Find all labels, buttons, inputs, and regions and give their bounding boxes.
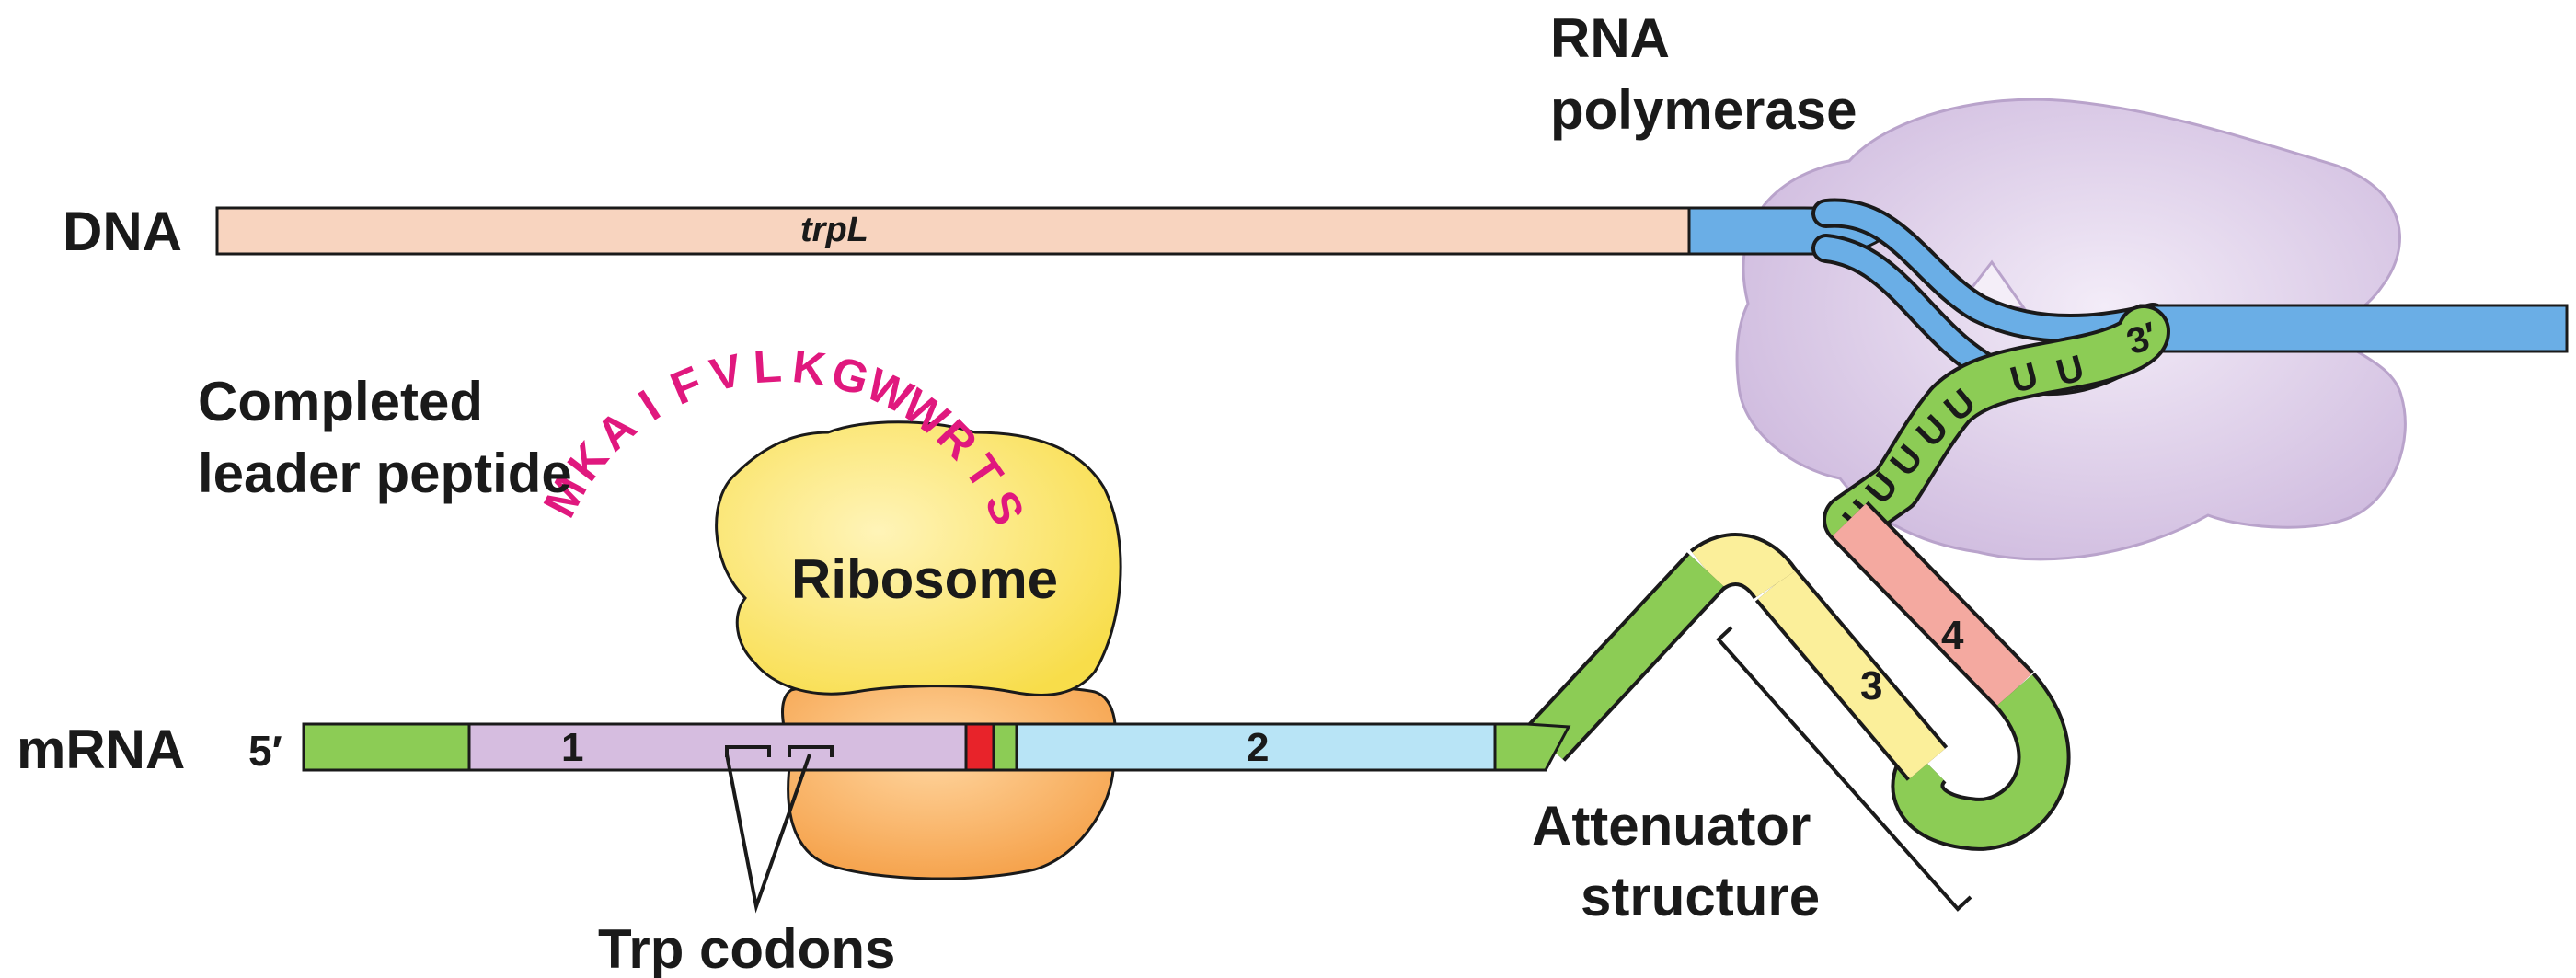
peptide-residue: L: [752, 340, 783, 394]
dna-upstream-right: [2138, 304, 2569, 353]
dna-label: DNA: [63, 201, 182, 262]
peptide-residue: V: [706, 344, 748, 401]
attenuator-hairpin: 4 3: [1525, 501, 2071, 851]
trpL-segment: [215, 206, 1691, 256]
peptide-residue: I: [630, 380, 669, 431]
attenuator-label-line2: structure: [1581, 866, 1820, 927]
mrna-leader-green: [302, 722, 471, 772]
region-2-label: 2: [1247, 725, 1269, 770]
spacer-green: [992, 722, 1018, 772]
stop-codon: [964, 722, 995, 772]
trp-codon-pointer: [725, 754, 811, 914]
region-4: [1833, 503, 2031, 707]
peptide-residue: F: [663, 356, 709, 414]
mrna-post-region2: [1493, 722, 1571, 772]
trp-codon-bracket-2: [788, 745, 834, 757]
region-3: [1757, 569, 1946, 779]
trpL-label: trpL: [800, 211, 868, 249]
peptide-residue: K: [790, 340, 829, 396]
mrna-label: mRNA: [17, 719, 185, 780]
completed-peptide-label-line2: leader peptide: [198, 443, 572, 504]
region-1: [467, 722, 968, 772]
dna-template-strand: [1815, 201, 2164, 339]
completed-peptide-label-line1: Completed: [198, 371, 483, 432]
trp-codon-bracket-1: [725, 745, 771, 757]
region-2: [1015, 722, 1497, 772]
rna-polymerase-label-line1: RNA: [1550, 7, 1670, 69]
hairpin-loop: [1894, 674, 2067, 847]
ribosome: Ribosome: [715, 420, 1122, 697]
ribosome-large-subunit: [715, 420, 1122, 697]
ribosome-label: Ribosome: [791, 548, 1058, 610]
attenuator-label-line1: Attenuator: [1532, 795, 1811, 857]
linker-segment: [1528, 554, 1724, 760]
dna-strand: [215, 198, 2569, 397]
ribosome-small-subunit: [781, 683, 1118, 880]
five-prime-label: 5′: [248, 727, 282, 775]
rna-polymerase-label-line2: polymerase: [1550, 79, 1857, 141]
attenuator-bracket: [1716, 626, 1972, 912]
mrna-strand: 1 2: [302, 683, 1571, 914]
region-3-label: 3: [1860, 663, 1882, 708]
trp-codons-label: Trp codons: [598, 918, 895, 978]
region-1-label: 1: [561, 725, 583, 770]
region-4-label: 4: [1941, 613, 1964, 658]
